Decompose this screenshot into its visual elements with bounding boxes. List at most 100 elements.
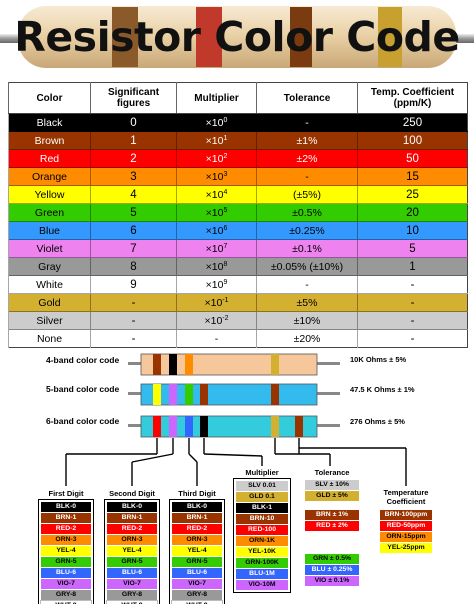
table-row: Silver - ×10-2 ±10% -	[8, 311, 468, 330]
legend-item: YEL-25ppm	[380, 543, 432, 553]
color-band	[153, 416, 161, 437]
table-row: Red 2 ×102 ±2% 50	[8, 149, 468, 168]
cell-significant-figure: -	[90, 293, 177, 312]
cell-significant-figure: 2	[90, 149, 177, 168]
cell-temp-coefficient: 15	[357, 167, 468, 186]
legend-item: GRY-8	[172, 590, 222, 600]
legend-third-digit: Third Digit BLK-0 BRN-1 RED-2 ORN-3 YEL-4 GRN-…	[169, 488, 225, 604]
table-row: Brown 1 ×101 ±1% 100	[8, 131, 468, 150]
legend-item: BLK-0	[41, 502, 91, 512]
legend-item: GLD ± 5%	[305, 491, 359, 501]
color-band	[185, 416, 193, 437]
legend-item: YEL-4	[172, 546, 222, 556]
multiplier-exponent: 1	[223, 134, 228, 142]
table-row: Yellow 4 ×104 (±5%) 25	[8, 185, 468, 204]
legend-title: Second Digit	[109, 489, 155, 498]
value-5band: 47.5 K Ohms ± 1%	[350, 385, 415, 394]
legend-item: RED-50ppm	[380, 521, 432, 531]
multiplier-base: ×10	[205, 278, 224, 291]
cell-multiplier: ×10-1	[176, 293, 257, 312]
cell-significant-figure: 6	[90, 221, 177, 240]
cell-tolerance: -	[256, 275, 358, 294]
legend-item: WHT-9	[40, 600, 92, 604]
legend-item: BRN-1	[172, 513, 222, 523]
legend-item: RED-2	[172, 524, 222, 534]
multiplier-base: ×10	[205, 170, 224, 183]
connector-line	[188, 453, 198, 463]
table-row: Blue 6 ×106 ±0.25% 10	[8, 221, 468, 240]
cell-color: Orange	[8, 167, 91, 186]
resistor-5band-body	[140, 383, 318, 406]
cell-significant-figure: 7	[90, 239, 177, 258]
legend-item: GRY-8	[41, 590, 91, 600]
legend-tolerance: Tolerance SLV ± 10% GLD ± 5% BRN ± 1% RED ± …	[303, 467, 361, 588]
color-band	[295, 416, 303, 437]
cell-color: None	[8, 329, 91, 348]
multiplier-exponent: -2	[222, 314, 229, 322]
legend-item: BRN-100ppm	[380, 510, 432, 520]
color-band	[153, 354, 161, 375]
color-band	[169, 384, 177, 405]
value-4band: 10K Ohms ± 5%	[350, 355, 407, 364]
cell-significant-figure: 9	[90, 275, 177, 294]
multiplier-base: -	[214, 332, 219, 345]
legend-item: YEL-4	[41, 546, 91, 556]
cell-significant-figure: 5	[90, 203, 177, 222]
multiplier-base: ×10	[204, 314, 223, 327]
legend-item: RED-2	[41, 524, 91, 534]
legend-item: BLK-0	[172, 502, 222, 512]
cell-multiplier: ×108	[176, 257, 257, 276]
legend-second-digit: Second Digit BLK-0 BRN-1 RED-2 ORN-3 YEL-4 GRN…	[104, 488, 160, 604]
multiplier-base: ×10	[205, 188, 224, 201]
legend-item: BRN ± 1%	[305, 510, 359, 520]
cell-tolerance: (±5%)	[256, 185, 358, 204]
multiplier-exponent: -1	[222, 296, 229, 304]
cell-temp-coefficient: 10	[357, 221, 468, 240]
color-band	[153, 384, 161, 405]
legend-item: ORN-3	[41, 535, 91, 545]
cell-tolerance: -	[256, 167, 358, 186]
label-4band: 4-band color code	[46, 355, 120, 365]
legend-box: BLK-0 BRN-1 RED-2 ORN-3 YEL-4 GRN-5 BLU-6 VIO-7…	[38, 499, 94, 604]
color-code-table: Color Significant figures Multiplier Tol…	[8, 82, 468, 348]
cell-temp-coefficient: -	[357, 329, 468, 348]
legend-item: YEL-4	[107, 546, 157, 556]
title-banner: Resistor Color Code	[0, 0, 474, 76]
cell-color: Yellow	[8, 185, 91, 204]
cell-multiplier: ×105	[176, 203, 257, 222]
multiplier-base: ×10	[205, 152, 224, 165]
label-6band: 6-band color code	[46, 416, 120, 426]
legend-title: Temperature Coefficient	[383, 488, 429, 506]
cell-significant-figure: 0	[90, 113, 177, 132]
cell-significant-figure: -	[90, 329, 177, 348]
multiplier-base: ×10	[205, 224, 224, 237]
cell-significant-figure: -	[90, 311, 177, 330]
legend-title: Multiplier	[245, 468, 279, 477]
legend-item: GRY-8	[107, 590, 157, 600]
legend-item: BLU ± 0.25%	[305, 565, 359, 575]
value-6band: 276 Ohms ± 5%	[350, 417, 405, 426]
cell-color: Gray	[8, 257, 91, 276]
legend-item: BRN-1	[107, 513, 157, 523]
cell-multiplier: ×100	[176, 113, 257, 132]
multiplier-exponent: 9	[223, 278, 228, 286]
page-title: Resistor Color Code	[14, 13, 460, 61]
cell-multiplier: ×10-2	[176, 311, 257, 330]
cell-color: Silver	[8, 311, 91, 330]
cell-color: Brown	[8, 131, 91, 150]
legend-title: Tolerance	[314, 468, 350, 477]
cell-color: Red	[8, 149, 91, 168]
multiplier-base: ×10	[204, 296, 223, 309]
color-band	[169, 416, 177, 437]
legend-item: VIO-7	[172, 579, 222, 589]
legend-item: RED-100	[236, 525, 288, 535]
legend-box: BLK-0 BRN-1 RED-2 ORN-3 YEL-4 GRN-5 BLU-6 VIO-7…	[169, 499, 225, 604]
table-row: Black 0 ×100-250	[8, 113, 468, 132]
multiplier-exponent: 8	[223, 260, 228, 268]
cell-temp-coefficient: 25	[357, 185, 468, 204]
multiplier-exponent: 2	[223, 152, 228, 160]
legend-item: BRN-10	[236, 514, 288, 524]
legend-item: VIO-7	[107, 579, 157, 589]
color-band	[271, 416, 279, 437]
legend-temperature-coefficient: Temperature Coefficient BRN-100ppm RED-50p…	[378, 488, 434, 555]
